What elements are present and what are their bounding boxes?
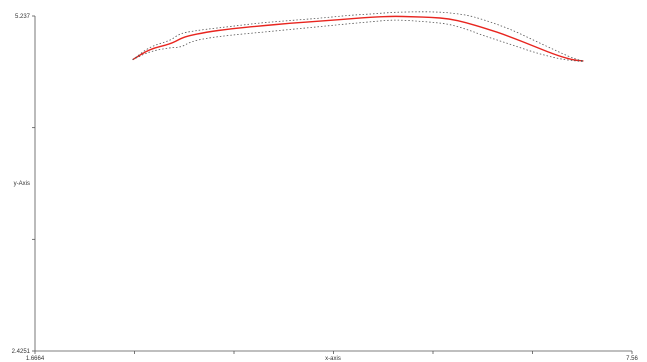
- chart-labels: 5.237 2.4251 y-Axis 1.6664 x-axis 7.56: [12, 14, 639, 362]
- mean-line: [132, 15, 584, 62]
- upper-bound-line: [132, 11, 584, 62]
- x-tick-label-max: 7.56: [626, 356, 638, 362]
- chart-axes: [34, 16, 632, 352]
- y-tick-label-min: 2.4251: [12, 349, 31, 355]
- y-axis-title: y-Axis: [14, 181, 30, 187]
- chart-ticks: [32, 15, 633, 354]
- series-layer: [132, 11, 584, 62]
- x-tick-label-min: 1.6664: [26, 356, 45, 362]
- y-tick-label-max: 5.237: [15, 14, 31, 20]
- lower-bound-line: [132, 19, 584, 62]
- x-axis-title: x-axis: [325, 356, 341, 362]
